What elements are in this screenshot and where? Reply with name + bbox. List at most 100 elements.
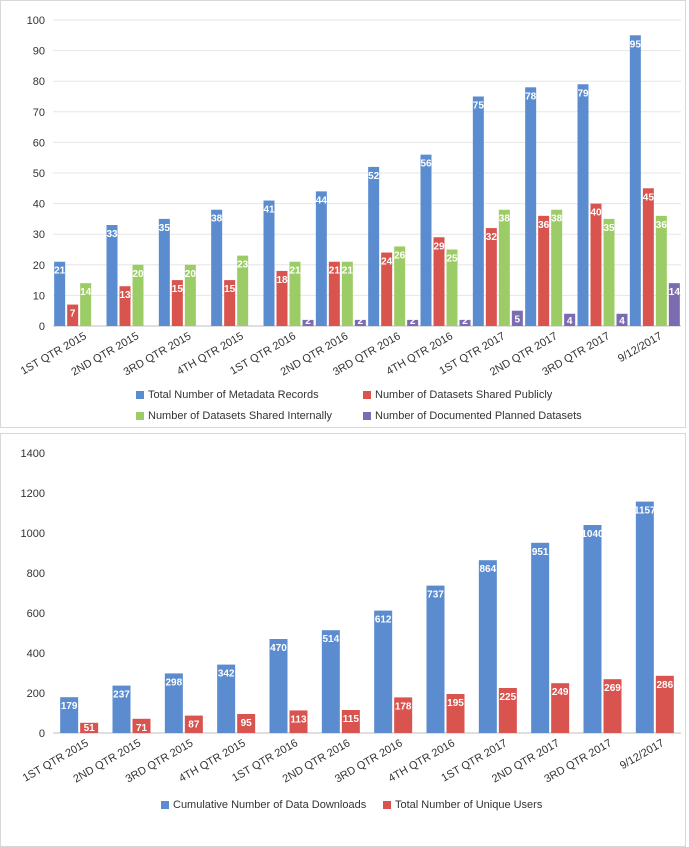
bar-total-number-of-unique-users-2nd-qtr-2015 [132,718,151,733]
data-label: 1040 [581,529,604,540]
data-label: 286 [656,680,673,691]
data-label: 113 [290,714,307,725]
y-tick-label: 80 [33,76,45,88]
data-label: 75 [473,101,485,112]
legend-swatch [136,391,144,399]
data-label: 15 [224,284,236,295]
y-tick-label: 50 [33,168,45,180]
legend-label-number-of-datasets-shared-publicly: Number of Datasets Shared Publicly [375,389,553,401]
bar-number-of-documented-planned-datasets-9-12-2017 [668,283,680,326]
bar-number-of-datasets-shared-publicly-4th-qtr-2015 [224,280,236,326]
data-label: 2 [410,316,416,327]
data-label: 20 [132,269,144,280]
bar-total-number-of-metadata-records-4th-qtr-2016 [420,154,432,326]
data-label: 21 [342,266,354,277]
bar-cumulative-number-of-data-downloads-2nd-qtr-2015 [112,685,131,733]
data-label: 115 [343,714,360,725]
bar-total-number-of-metadata-records-1st-qtr-2017 [472,96,484,326]
data-label: 14 [669,287,681,298]
legend-label-total-number-of-metadata-records: Total Number of Metadata Records [148,389,319,401]
y-tick-label: 600 [27,608,45,620]
data-label: 2 [358,316,364,327]
data-label: 24 [381,257,393,268]
bar-number-of-datasets-shared-publicly-3rd-qtr-2017 [590,203,602,326]
data-label: 179 [61,701,78,712]
bar-number-of-datasets-shared-publicly-1st-qtr-2016 [276,270,288,326]
data-label: 29 [433,241,445,252]
bar-number-of-datasets-shared-internally-3rd-qtr-2017 [603,218,615,326]
x-category-label: 9/12/2017 [616,330,664,365]
legend-swatch [136,412,144,420]
bar-number-of-datasets-shared-internally-9-12-2017 [655,215,667,326]
data-label: 45 [643,192,655,203]
data-label: 71 [136,723,148,734]
data-label: 249 [552,687,569,698]
bar-number-of-datasets-shared-publicly-2nd-qtr-2017 [538,215,550,326]
data-label: 52 [368,171,380,182]
bar-number-of-documented-planned-datasets-2nd-qtr-2016 [354,319,366,326]
bar-total-number-of-metadata-records-3rd-qtr-2016 [368,166,380,326]
data-label: 38 [499,214,511,225]
data-label: 33 [106,229,118,240]
bar-total-number-of-metadata-records-1st-qtr-2015 [54,261,66,326]
data-label: 298 [165,677,182,688]
bar-total-number-of-metadata-records-2nd-qtr-2017 [525,87,537,326]
bar-number-of-datasets-shared-publicly-1st-qtr-2017 [485,228,497,326]
bar-total-number-of-unique-users-2nd-qtr-2017 [551,683,570,733]
bar-number-of-datasets-shared-publicly-2nd-qtr-2016 [328,261,340,326]
bar-number-of-documented-planned-datasets-3rd-qtr-2016 [407,319,419,326]
x-category-label: 9/12/2017 [618,737,666,772]
y-tick-label: 800 [27,568,45,580]
data-label: 38 [211,214,223,225]
y-tick-label: 1000 [21,528,45,540]
data-label: 21 [289,266,301,277]
data-label: 25 [446,254,458,265]
bar-total-number-of-unique-users-3rd-qtr-2017 [603,679,622,733]
y-tick-label: 1400 [21,448,45,460]
bar-cumulative-number-of-data-downloads-3rd-qtr-2017 [583,525,602,733]
data-label: 51 [84,723,96,734]
bar-number-of-datasets-shared-internally-1st-qtr-2015 [80,283,92,326]
y-tick-label: 40 [33,199,45,211]
bar-number-of-datasets-shared-internally-1st-qtr-2017 [498,209,510,326]
bar-number-of-datasets-shared-internally-4th-qtr-2015 [237,255,249,326]
y-tick-label: 100 [27,15,45,27]
data-label: 342 [218,669,235,680]
y-tick-label: 30 [33,229,45,241]
bar-number-of-datasets-shared-internally-3rd-qtr-2015 [184,264,196,326]
data-label: 20 [185,269,197,280]
data-label: 13 [119,290,131,301]
bar-number-of-documented-planned-datasets-2nd-qtr-2017 [564,313,576,326]
data-label: 737 [427,590,444,601]
bar-total-number-of-unique-users-4th-qtr-2015 [237,714,256,733]
data-label: 15 [172,284,184,295]
data-label: 470 [270,643,287,654]
data-label: 56 [420,159,432,170]
bar-cumulative-number-of-data-downloads-1st-qtr-2016 [269,639,288,733]
data-label: 178 [395,701,412,712]
bar-total-number-of-unique-users-9-12-2017 [655,675,674,733]
data-label: 87 [188,720,200,731]
bar-total-number-of-metadata-records-3rd-qtr-2017 [577,84,589,326]
bar-cumulative-number-of-data-downloads-3rd-qtr-2016 [374,610,393,733]
bar-number-of-documented-planned-datasets-4th-qtr-2016 [459,319,471,326]
y-tick-label: 400 [27,648,45,660]
data-label: 36 [656,220,668,231]
bar-number-of-documented-planned-datasets-3rd-qtr-2017 [616,313,628,326]
bar-number-of-documented-planned-datasets-1st-qtr-2016 [302,319,314,326]
data-label: 35 [159,223,171,234]
data-label: 4 [619,316,625,327]
data-label: 237 [113,690,130,701]
data-label: 23 [237,260,249,271]
data-label: 41 [263,205,275,216]
data-label: 40 [590,208,602,219]
bar-number-of-datasets-shared-internally-2nd-qtr-2016 [341,261,353,326]
data-label: 95 [630,39,642,50]
y-tick-label: 10 [33,290,45,302]
data-label: 7 [70,309,76,320]
data-label: 1157 [634,506,656,517]
y-tick-label: 70 [33,107,45,119]
data-label: 514 [322,634,339,645]
y-tick-label: 90 [33,46,45,58]
